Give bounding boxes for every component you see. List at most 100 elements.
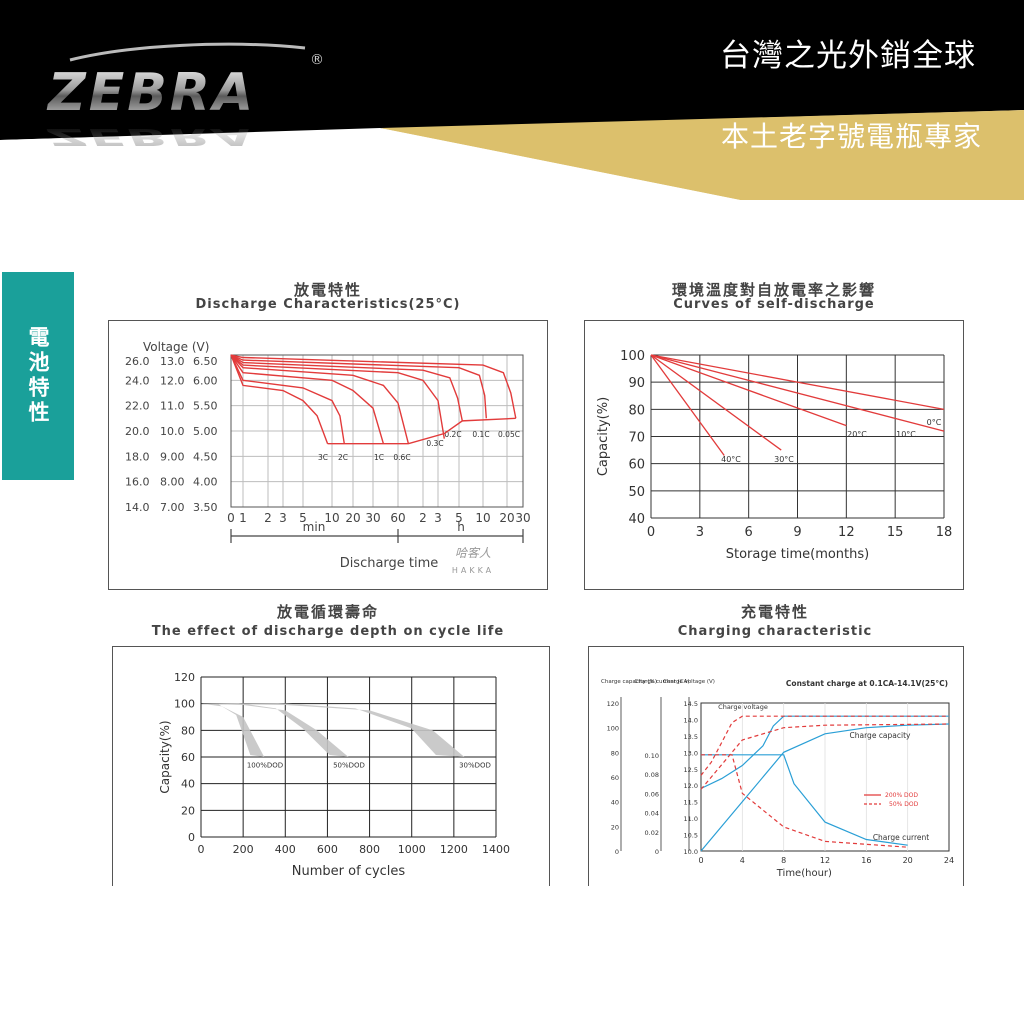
series-label: 0°C bbox=[927, 418, 942, 427]
x-tick-label: 24 bbox=[944, 856, 954, 865]
chart-subtitle: Constant charge at 0.1CA-14.1V(25°C) bbox=[786, 679, 948, 688]
x-tick-label: 2 bbox=[419, 511, 427, 525]
voltage-tick-6v: 4.00 bbox=[193, 476, 218, 489]
plot-frame bbox=[230, 354, 524, 508]
curve-label: 3C bbox=[318, 453, 328, 462]
voltage-tick-24v: 26.0 bbox=[125, 355, 150, 368]
y-tick-label: 20 bbox=[181, 804, 195, 817]
y-tick-label: 60 bbox=[628, 458, 645, 473]
current-tick: 0.10 bbox=[645, 752, 659, 760]
discharge-curve-0.3C bbox=[230, 354, 445, 439]
discharge-curve-0.1C bbox=[230, 354, 487, 419]
curve-label: 0.6C bbox=[393, 453, 410, 462]
voltage-tick-6v: 6.50 bbox=[193, 355, 218, 368]
gold-band bbox=[380, 110, 1024, 200]
capacity-tick: 40 bbox=[611, 799, 619, 807]
x-tick-label: 60 bbox=[390, 511, 405, 525]
capacity-tick: 20 bbox=[611, 823, 619, 831]
voltage-tick: 13.0 bbox=[684, 749, 698, 757]
x-tick-label: 12 bbox=[820, 856, 830, 865]
curve-label: 2C bbox=[338, 453, 348, 462]
charge-series-1 bbox=[700, 715, 949, 776]
voltage-tick-24v: 16.0 bbox=[125, 476, 150, 489]
x-tick-label: 20 bbox=[903, 856, 913, 865]
y-tick-label: 0 bbox=[188, 831, 195, 844]
cutoff-voltage-line bbox=[327, 417, 516, 445]
voltage-tick: 14.0 bbox=[684, 716, 698, 724]
x-tick-label: 0 bbox=[647, 525, 655, 540]
y-tick-label: 100 bbox=[620, 349, 645, 364]
axis-header: Charge capacity (%) bbox=[601, 679, 657, 685]
x-axis-label: Discharge time bbox=[340, 556, 439, 571]
y-tick-label: 100 bbox=[174, 698, 195, 711]
x-tick-label: 0 bbox=[198, 843, 205, 856]
charge-series-3 bbox=[700, 723, 950, 790]
x-tick-label: 30 bbox=[365, 511, 380, 525]
x-tick-label: 20 bbox=[345, 511, 360, 525]
capacity-tick: 0 bbox=[615, 848, 619, 856]
unit-min-label: min bbox=[303, 520, 326, 534]
y-tick-label: 80 bbox=[181, 724, 195, 737]
x-axis-label: Storage time(months) bbox=[726, 547, 869, 562]
band-label: 100%DOD bbox=[247, 762, 283, 770]
current-tick: 0 bbox=[655, 848, 659, 856]
curve-label: 0.1C bbox=[472, 430, 489, 439]
discharge-chart-panel: Voltage (V) 26.0 13.0 6.50 24.0 12.0 6.00 22.0 1… bbox=[108, 320, 548, 590]
x-tick-label: 12 bbox=[838, 525, 855, 540]
self-discharge-line bbox=[650, 354, 782, 451]
svg-text:ZEBRA: ZEBRA bbox=[46, 63, 256, 123]
curve-label: 0.2C bbox=[444, 430, 461, 439]
self-discharge-chart: 100 90 80 70 60 50 400 3 6 9 12 15 18 Capacity(%) Stor… bbox=[596, 349, 953, 562]
voltage-tick-12v: 13.0 bbox=[160, 355, 185, 368]
zebra-logo: ZEBRA ZEBRA ® bbox=[45, 42, 324, 151]
voltage-tick: 14.5 bbox=[684, 700, 698, 708]
discharge-curve-1C bbox=[230, 354, 385, 444]
discharge-curve-0.6C bbox=[230, 354, 410, 444]
cycle-band-50%DOD bbox=[201, 703, 349, 757]
curve-label: 0.05C bbox=[498, 430, 520, 439]
y-tick-label: 70 bbox=[628, 431, 645, 446]
watermark-text: HAKKA bbox=[452, 566, 494, 575]
voltage-tick-24v: 22.0 bbox=[125, 400, 150, 413]
charge-series-2 bbox=[700, 723, 950, 852]
charge-series-4 bbox=[701, 754, 908, 846]
voltage-tick: 12.0 bbox=[684, 782, 698, 790]
header-background bbox=[0, 0, 1024, 200]
y-tick-label: 120 bbox=[174, 671, 195, 684]
x-tick-label: 800 bbox=[359, 843, 380, 856]
x-tick-label: 2 bbox=[264, 511, 272, 525]
self-discharge-line bbox=[650, 354, 847, 427]
self-discharge-line bbox=[650, 354, 725, 456]
series-label: 30°C bbox=[774, 455, 794, 464]
y-tick-label: 50 bbox=[628, 485, 645, 500]
series-label: 20°C bbox=[847, 430, 867, 439]
voltage-tick-12v: 12.0 bbox=[160, 374, 185, 387]
watermark-script: 哈客人 bbox=[455, 546, 491, 560]
discharge-curve-2C bbox=[230, 354, 345, 444]
voltage-tick-24v: 18.0 bbox=[125, 450, 150, 463]
self-discharge-title-en: Curves of self-discharge bbox=[673, 297, 875, 312]
x-tick-label: 18 bbox=[936, 525, 953, 540]
axis-header: Charge voltage (V) bbox=[663, 679, 715, 685]
self-discharge-line bbox=[650, 354, 945, 410]
voltage-tick: 11.5 bbox=[684, 799, 698, 807]
x-tick-label: 10 bbox=[324, 511, 339, 525]
x-tick-label: 200 bbox=[233, 843, 254, 856]
charging-chart-panel: Charge capacity (%) Charge current (CA) Ch… bbox=[588, 646, 964, 886]
slogan-line2: 本土老字號電瓶專家 bbox=[720, 120, 982, 153]
x-tick-label: 5 bbox=[299, 511, 307, 525]
voltage-tick-6v: 4.50 bbox=[193, 450, 218, 463]
legend-label: 200% DOD bbox=[885, 792, 918, 799]
voltage-tick: 12.5 bbox=[684, 766, 698, 774]
x-tick-label: 3 bbox=[434, 511, 442, 525]
voltage-tick: 10.0 bbox=[684, 848, 698, 856]
x-tick-label: 15 bbox=[887, 525, 904, 540]
x-tick-label: 0 bbox=[698, 856, 703, 865]
x-tick-label: 30 bbox=[515, 511, 530, 525]
cycle-life-title-zh: 放電循環壽命 bbox=[276, 603, 379, 621]
charging-title-zh: 充電特性 bbox=[740, 603, 809, 621]
y-axis-label: Capacity(%) bbox=[596, 397, 611, 476]
x-tick-label: 3 bbox=[696, 525, 704, 540]
current-tick: 0.08 bbox=[645, 771, 659, 779]
